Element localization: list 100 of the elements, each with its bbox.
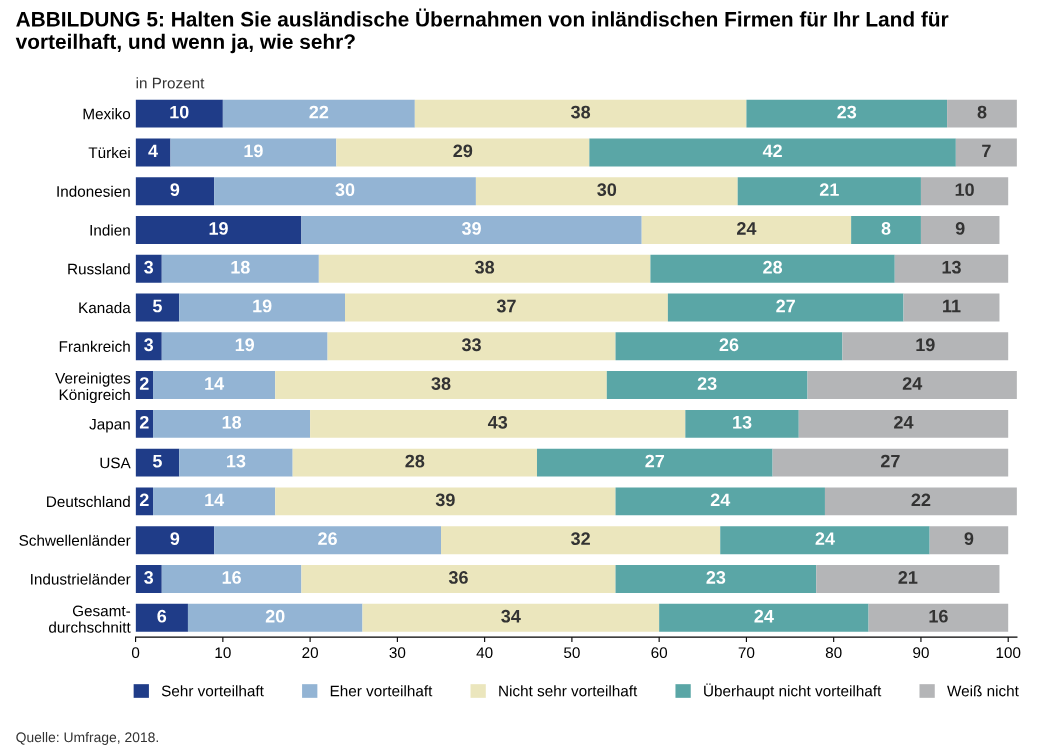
bar (816, 565, 1000, 593)
data-label: 38 (431, 377, 451, 390)
data-label: 19 (253, 299, 272, 313)
bar (301, 565, 616, 593)
legend-label: Sehr vorteilhaft (161, 685, 264, 697)
data-label: 24 (710, 493, 731, 507)
bar (685, 409, 799, 438)
y-tick-label: Japan (89, 418, 130, 433)
bar (135, 332, 162, 361)
data-label: 37 (496, 299, 516, 313)
bar (161, 332, 328, 361)
bar (153, 371, 276, 400)
data-label: 2 (139, 377, 149, 390)
bar (170, 138, 337, 167)
data-label: 42 (762, 144, 782, 158)
data-label: 43 (487, 415, 508, 429)
bar (362, 603, 660, 632)
bar (153, 409, 311, 438)
data-label: 23 (697, 377, 717, 390)
bar (301, 216, 642, 244)
data-label: 30 (597, 183, 617, 197)
bar (214, 177, 476, 206)
data-label: 24 (815, 532, 835, 545)
data-label: 24 (902, 377, 923, 390)
data-label: 23 (706, 571, 726, 584)
x-tick-label: 40 (476, 647, 493, 659)
data-label: 9 (170, 183, 180, 197)
x-tick-label: 20 (302, 647, 319, 659)
data-label: 19 (235, 338, 255, 352)
bar (135, 177, 215, 206)
y-tick-label: Frankreich (59, 340, 130, 352)
data-label: 6 (157, 609, 167, 623)
data-label: 36 (448, 571, 468, 584)
bar (336, 138, 590, 167)
data-label: 26 (719, 338, 739, 352)
bar (842, 332, 1009, 361)
x-tick-label: 70 (738, 647, 755, 659)
bar (153, 487, 276, 516)
bar (135, 254, 162, 283)
data-label: 13 (733, 415, 752, 429)
data-label: 24 (754, 609, 774, 623)
data-label: 2 (139, 415, 149, 429)
x-tick-label: 10 (215, 647, 231, 659)
bar (720, 526, 930, 555)
bar (903, 293, 1000, 322)
bar (737, 177, 921, 206)
data-label: 10 (955, 183, 974, 197)
data-label: 21 (898, 571, 918, 584)
bar (798, 409, 1009, 438)
y-tick-label: Deutschland (47, 495, 130, 508)
bar (135, 565, 162, 593)
data-label: 19 (209, 222, 228, 235)
bar (135, 138, 171, 167)
data-label: 20 (265, 609, 285, 623)
bar (894, 254, 1009, 283)
data-label: 30 (335, 183, 355, 197)
bar (807, 371, 1017, 400)
y-tick-label: Kanada (79, 301, 131, 314)
data-label: 14 (205, 377, 225, 390)
bar (615, 565, 817, 593)
bar (955, 138, 1017, 167)
bar (222, 99, 415, 128)
data-label: 9 (170, 532, 180, 546)
bar (135, 603, 188, 632)
bar (475, 177, 738, 206)
bar (310, 409, 686, 438)
data-label: 7 (982, 144, 991, 158)
bar (746, 99, 948, 128)
bar (667, 293, 904, 322)
bar (135, 293, 180, 322)
legend-label: Eher vorteilhaft (330, 685, 433, 697)
bar (589, 138, 956, 167)
data-label: 19 (916, 338, 935, 352)
bar (441, 526, 721, 555)
legend-label: Überhaupt nicht vorteilhaft (704, 683, 882, 700)
data-label: 5 (152, 454, 162, 468)
bar (161, 254, 319, 283)
data-label: 28 (405, 454, 425, 468)
text: in Prozent (136, 77, 205, 89)
data-label: 14 (205, 493, 225, 507)
bar (824, 487, 1017, 516)
bar (318, 254, 651, 283)
bar (187, 603, 363, 632)
bar (615, 487, 825, 516)
data-label: 4 (148, 144, 158, 158)
bar (214, 526, 441, 555)
x-tick-label: 60 (651, 647, 668, 659)
source-note: Quelle: Umfrage, 2018. (16, 732, 158, 745)
data-label: 11 (943, 299, 961, 313)
bar (650, 254, 895, 283)
y-tick-label: Indien (90, 224, 130, 236)
bar (606, 371, 808, 400)
data-label: 33 (461, 338, 481, 352)
data-label: 27 (880, 454, 900, 468)
legend-label: Nicht sehr vorteilhaft (499, 685, 638, 697)
bar (947, 99, 1017, 128)
bar (275, 487, 616, 516)
x-tick-label: 50 (564, 647, 580, 659)
data-label: 18 (222, 415, 242, 429)
data-label: 21 (819, 183, 839, 196)
